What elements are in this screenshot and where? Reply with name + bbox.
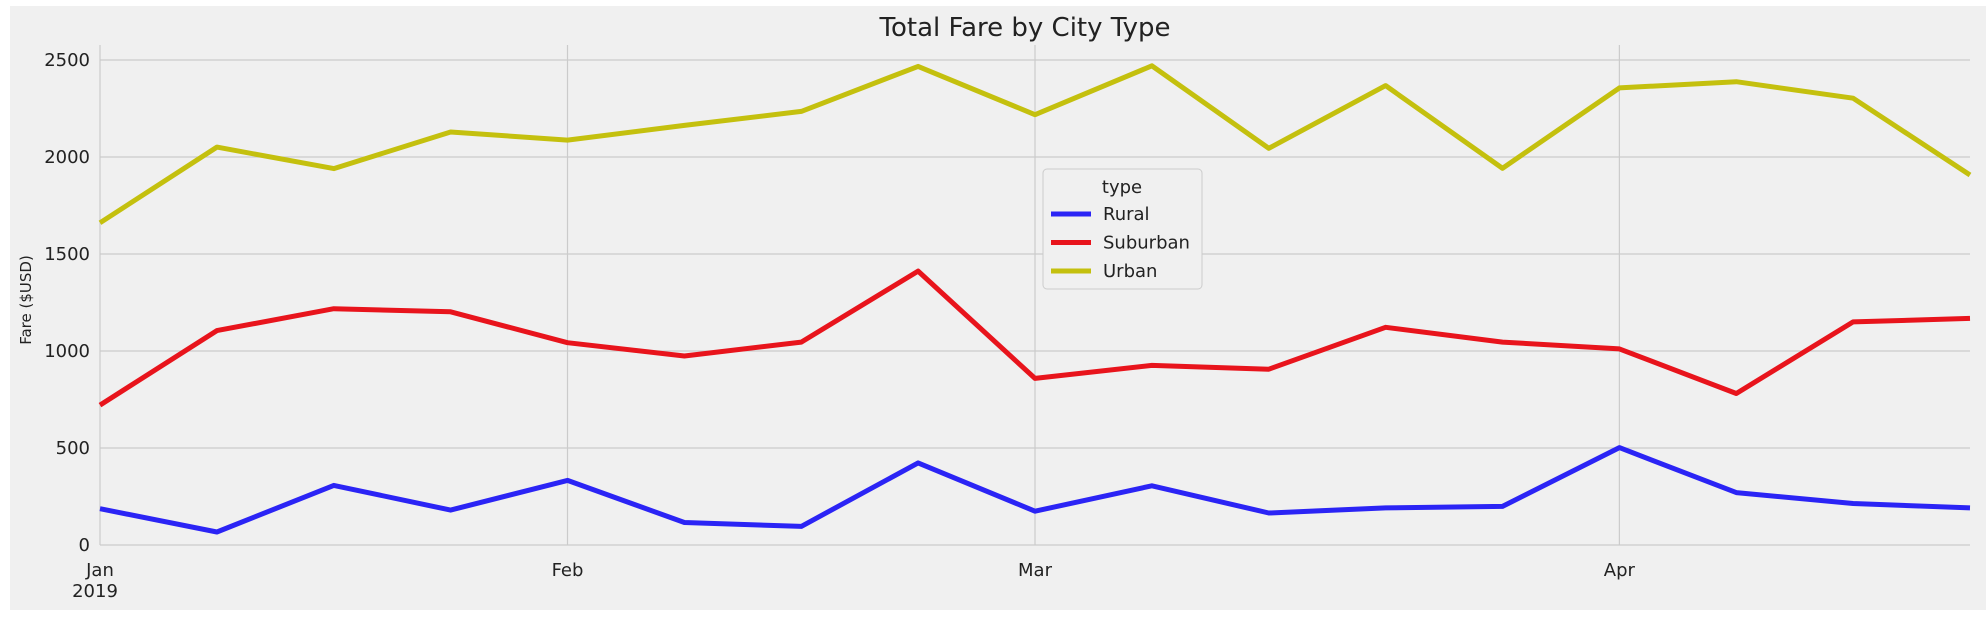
x-tick-label: Jan — [85, 560, 114, 581]
y-tick-labels: 0 500 1000 1500 2000 2500 — [44, 50, 90, 556]
x-tick-label: Apr — [1604, 560, 1636, 581]
y-tick-label: 2500 — [44, 50, 90, 71]
x-tick-label: Feb — [552, 560, 584, 581]
x-tick-label: Mar — [1018, 560, 1053, 581]
legend-title: type — [1102, 177, 1142, 198]
series-line-rural — [99, 445, 1971, 535]
legend-label: Suburban — [1103, 233, 1190, 254]
x-gridlines — [99, 45, 1620, 545]
y-tick-label: 1000 — [44, 341, 90, 362]
legend-label: Rural — [1103, 204, 1150, 225]
series-lines — [98, 63, 1972, 535]
series-line-urban — [98, 63, 1972, 225]
y-tick-label: 2000 — [44, 147, 90, 168]
y-tick-label: 0 — [79, 535, 90, 556]
x-tick-sublabel: 2019 — [72, 581, 118, 602]
legend-entries: Rural Suburban Urban — [1051, 204, 1190, 282]
y-tick-label: 1500 — [44, 244, 90, 265]
legend-box — [1042, 168, 1203, 290]
chart-title: Total Fare by City Type — [879, 13, 1171, 43]
series-line-suburban — [98, 268, 1971, 408]
y-axis-label: Fare ($USD) — [17, 255, 35, 345]
legend-label: Urban — [1103, 261, 1157, 282]
legend: type Rural Suburban Urban — [1042, 168, 1203, 290]
y-tick-label: 500 — [56, 438, 90, 459]
